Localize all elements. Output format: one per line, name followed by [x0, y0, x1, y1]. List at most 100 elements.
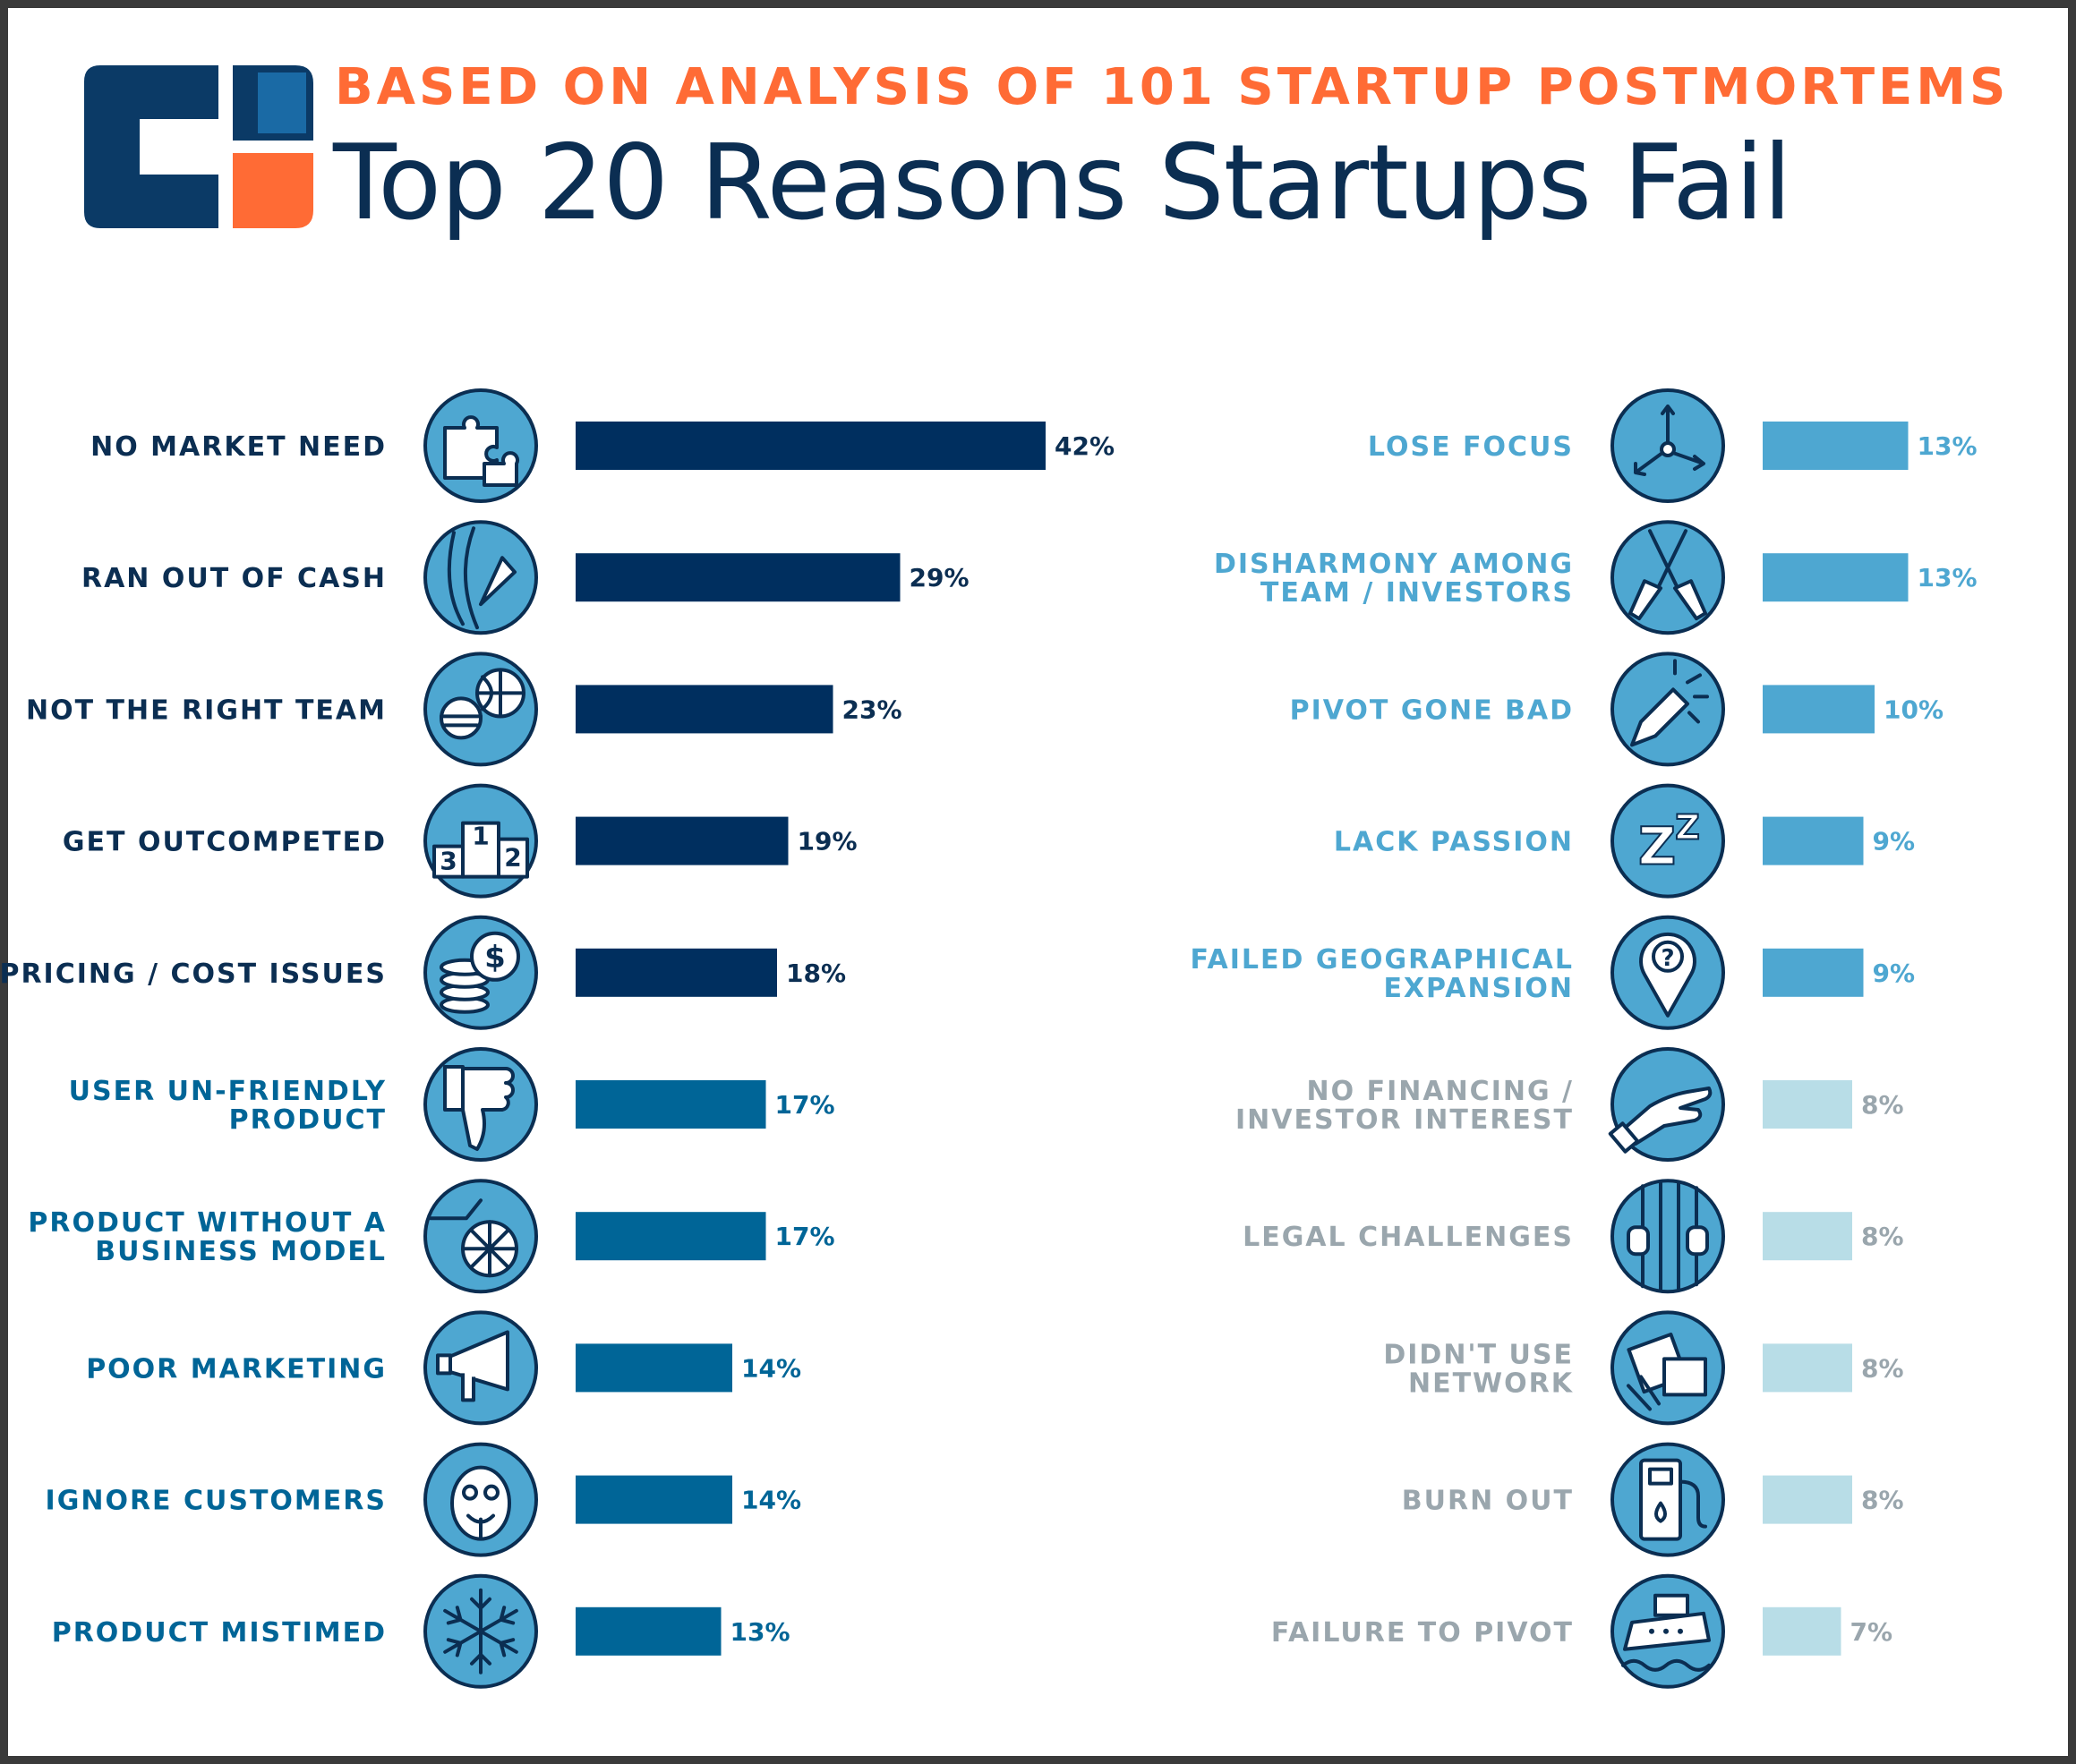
category-label: EXPANSION — [1383, 973, 1574, 1004]
svg-text:2: 2 — [504, 843, 521, 873]
category-label: BURN OUT — [1402, 1486, 1574, 1517]
value-label: 9% — [1873, 827, 1916, 856]
jail-icon — [1610, 1179, 1725, 1294]
category-label: RAN OUT OF CASH — [81, 563, 387, 594]
bar — [1763, 1343, 1852, 1393]
value-label: 10% — [1884, 695, 1944, 724]
category-label: DISHARMONY AMONG — [1214, 549, 1574, 580]
category-label: LOSE FOCUS — [1368, 431, 1574, 463]
bar — [1763, 422, 1909, 470]
category-label: GET OUTCOMPETED — [63, 827, 387, 858]
value-label: 17% — [775, 1222, 835, 1251]
bar — [1763, 1080, 1852, 1129]
bar — [1763, 816, 1864, 865]
category-label: BUSINESS MODEL — [95, 1236, 387, 1267]
bar — [576, 422, 1046, 470]
bar-row: FAILURE TO PIVOT 7% — [1271, 1573, 1893, 1689]
category-label: FAILURE TO PIVOT — [1271, 1617, 1574, 1649]
category-label: NOT THE RIGHT TEAM — [26, 695, 387, 726]
category-label: PRICING / COST ISSUES — [0, 959, 387, 990]
bar — [576, 1475, 732, 1524]
bar — [1763, 1212, 1852, 1261]
bar — [576, 1343, 732, 1393]
megaphone-icon — [423, 1310, 538, 1426]
value-label: 8% — [1861, 1090, 1904, 1120]
bar-row: LEGAL CHALLENGES 8% — [1243, 1179, 1904, 1294]
category-label: FAILED GEOGRAPHICAL — [1190, 944, 1574, 976]
podium-icon: 13 2 — [423, 783, 538, 899]
team-player-icon — [423, 652, 538, 767]
bar — [1763, 1606, 1841, 1656]
bar — [576, 816, 789, 865]
puzzle-icon — [423, 388, 538, 503]
category-label: PRODUCT WITHOUT A — [28, 1207, 387, 1239]
bar-row: LACK PASSION Z Z 9% — [1334, 783, 1916, 899]
value-label: 18% — [786, 959, 846, 988]
svg-text:Z: Z — [1638, 816, 1676, 877]
category-label: LACK PASSION — [1334, 827, 1574, 858]
network-icon — [1610, 1310, 1725, 1426]
value-label: 13% — [730, 1617, 790, 1647]
bar — [576, 1080, 766, 1129]
bar — [1763, 553, 1909, 602]
svg-text:Z: Z — [1675, 808, 1700, 848]
category-label: USER UN-FRIENDLY — [69, 1076, 387, 1107]
bar — [576, 685, 833, 734]
bar-row: RAN OUT OF CASH 29% — [81, 520, 970, 635]
bar — [1763, 1475, 1852, 1524]
ship-icon — [1610, 1573, 1725, 1689]
coins-icon: $ — [423, 915, 538, 1030]
bar-row: PRICING / COST ISSUES $18% — [0, 915, 846, 1030]
subtitle: BASED ON ANALYSIS OF 101 STARTUP POSTMOR… — [335, 58, 2010, 116]
category-label: DIDN'T USE — [1383, 1339, 1574, 1370]
cb-insights-logo — [84, 65, 313, 228]
open-hand-icon — [1608, 1047, 1725, 1162]
bar-row: POOR MARKETING 14% — [86, 1310, 801, 1426]
bar-row: PIVOT GONE BAD 10% — [1290, 652, 1944, 767]
category-label: NO MARKET NEED — [90, 431, 387, 463]
category-label: IGNORE CUSTOMERS — [46, 1486, 387, 1517]
category-label: PRODUCT — [229, 1104, 387, 1136]
bar-row: NO MARKET NEED 42% — [90, 388, 1115, 503]
value-label: 23% — [842, 695, 902, 724]
svg-text:?: ? — [1661, 945, 1674, 972]
category-label: PIVOT GONE BAD — [1290, 695, 1574, 726]
bar-row: NOT THE RIGHT TEAM 23% — [26, 652, 902, 767]
bar — [1763, 685, 1875, 734]
svg-text:$: $ — [484, 940, 506, 976]
arrows-icon — [1610, 388, 1725, 503]
value-label: 13% — [1918, 431, 1978, 461]
bar-row: LOSE FOCUS 13% — [1368, 388, 1978, 503]
value-label: 14% — [741, 1353, 801, 1383]
bar-row: IGNORE CUSTOMERS 14% — [46, 1442, 801, 1557]
value-label: 9% — [1873, 959, 1916, 988]
map-pin-icon: ? — [1610, 915, 1725, 1030]
bar-row: NO FINANCING /INVESTOR INTEREST 8% — [1235, 1047, 1904, 1162]
value-label: 14% — [741, 1486, 801, 1515]
thumbs-down-icon — [423, 1047, 538, 1162]
svg-text:3: 3 — [440, 847, 457, 876]
bar-row: BURN OUT 8% — [1402, 1442, 1904, 1557]
bar-row: GET OUTCOMPETED 13 2 19% — [63, 783, 858, 899]
broken-pencil-icon — [1610, 652, 1725, 767]
category-label: PRODUCT MISTIMED — [52, 1617, 387, 1649]
value-label: 8% — [1861, 1486, 1904, 1515]
page-title: Top 20 Reasons Startups Fail — [333, 123, 1792, 243]
value-label: 29% — [910, 563, 970, 592]
bar — [576, 1212, 766, 1261]
category-label: POOR MARKETING — [86, 1353, 387, 1385]
bar — [1763, 948, 1864, 997]
value-label: 7% — [1850, 1617, 1893, 1647]
snowflake-icon — [423, 1573, 538, 1689]
category-label: NETWORK — [1408, 1368, 1574, 1399]
fuel-pump-icon — [1610, 1442, 1725, 1557]
cash-knife-icon — [423, 520, 538, 635]
